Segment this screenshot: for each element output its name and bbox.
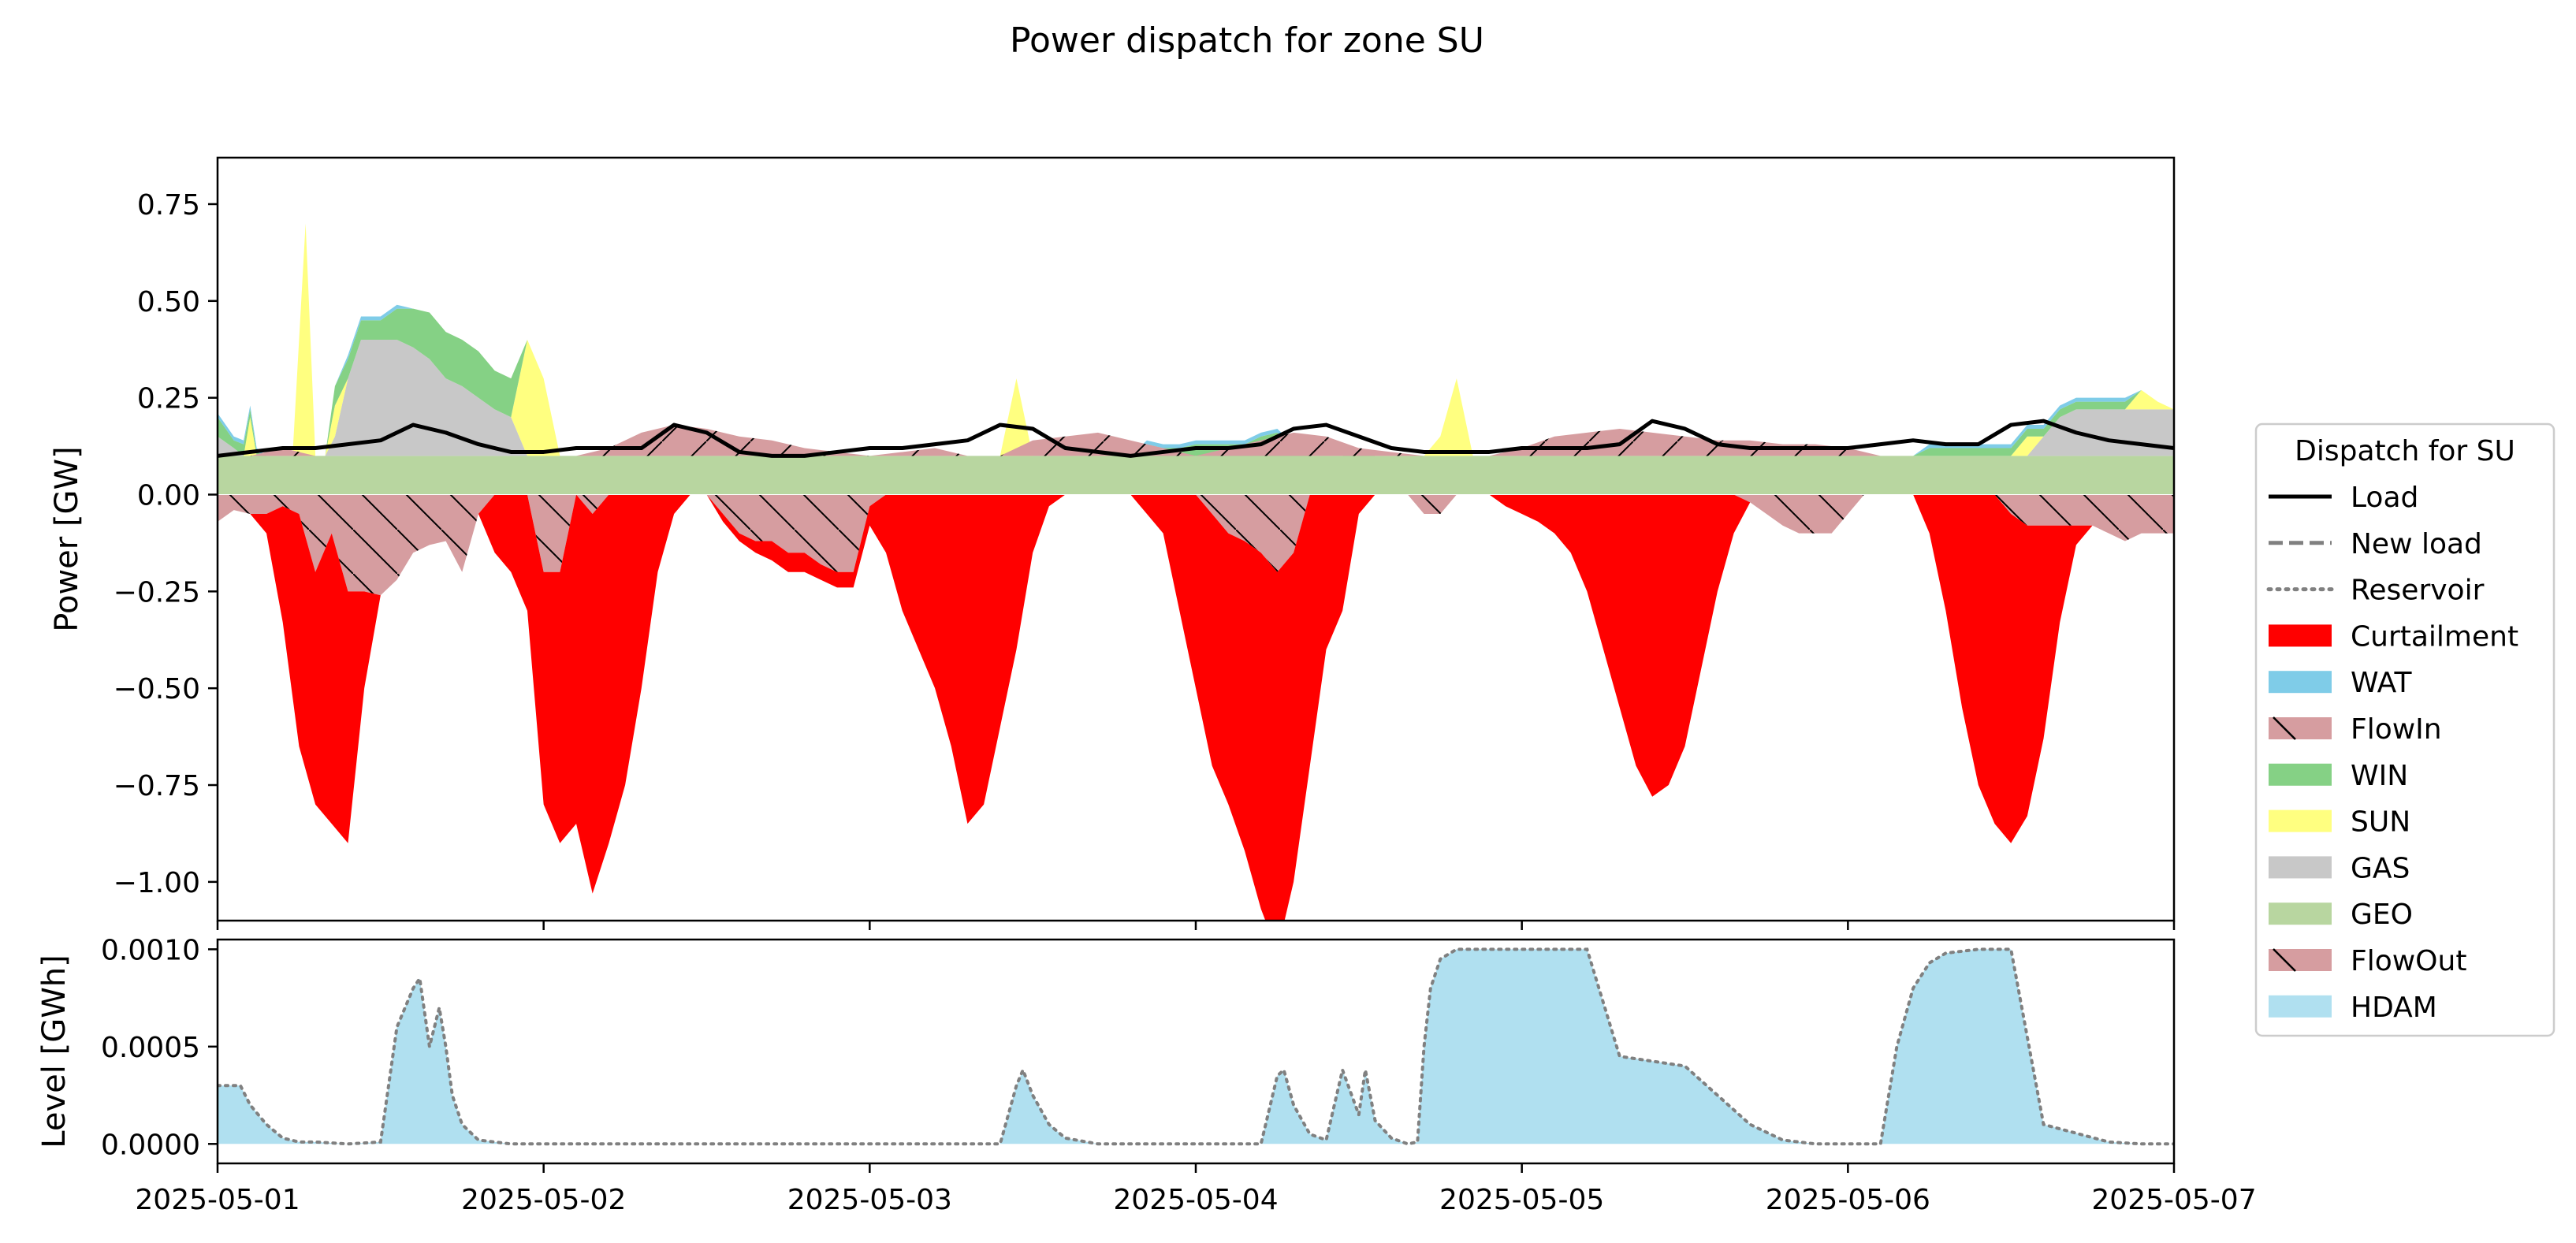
xtick-label: 2025-05-04	[1113, 1184, 1278, 1216]
legend-label: Curtailment	[2351, 620, 2518, 653]
level-panel: 0.0010 0.0005 0.0000 Level [GWh]	[36, 934, 2176, 1165]
power-ylabel: Power [GW]	[49, 446, 85, 631]
legend-title: Dispatch for SU	[2295, 435, 2515, 467]
line-load	[218, 419, 2174, 458]
area-gas	[218, 339, 2174, 456]
hatch-flowout	[218, 494, 2174, 596]
legend-label: New load	[2351, 528, 2482, 560]
legend-item-flowout: FlowOut	[2269, 945, 2466, 977]
legend-item-curtailment: Curtailment	[2269, 620, 2518, 653]
legend-label: HDAM	[2351, 992, 2437, 1024]
legend-swatch	[2269, 717, 2332, 739]
level-ytick-label: 0.0010	[101, 934, 200, 966]
legend-item-new-load: New load	[2269, 528, 2482, 560]
level-ytick-label: 0.0000	[101, 1129, 200, 1161]
legend-swatch	[2269, 809, 2332, 832]
legend-label: FlowIn	[2351, 713, 2442, 746]
legend-label: GEO	[2351, 899, 2413, 931]
xtick-label: 2025-05-07	[2091, 1184, 2256, 1216]
legend-item-gas: GAS	[2269, 852, 2410, 884]
area-hdam	[218, 949, 2174, 1144]
power-ytick-label: −0.50	[114, 673, 200, 705]
legend-item-reservoir: Reservoir	[2266, 575, 2485, 607]
legend-swatch	[2269, 902, 2332, 925]
power-ytick-label: 0.50	[137, 286, 200, 318]
legend-item-hdam: HDAM	[2269, 992, 2437, 1024]
legend-item-load: Load	[2269, 482, 2418, 514]
xtick-label: 2025-05-02	[461, 1184, 626, 1216]
legend-item-win: WIN	[2269, 760, 2408, 792]
level-ylabel: Level [GWh]	[36, 955, 73, 1148]
line-reservoir	[218, 947, 2174, 1146]
legend-swatch	[2269, 856, 2332, 879]
xtick-label: 2025-05-05	[1439, 1184, 1604, 1216]
legend-label: WIN	[2351, 760, 2408, 792]
legend-label: Load	[2351, 482, 2418, 514]
legend-hatch	[2273, 948, 2296, 972]
legend-item-wat: WAT	[2269, 667, 2412, 699]
legend-swatch	[2269, 624, 2332, 647]
legend: Dispatch for SU Load New load Reservoir Cur…	[2254, 422, 2556, 1037]
legend-swatch	[2269, 671, 2332, 694]
legend-label: FlowOut	[2351, 945, 2466, 977]
chart-title: Power dispatch for zone SU	[1010, 20, 1484, 61]
legend-item-flowin: FlowIn	[2269, 713, 2442, 746]
legend-item-geo: GEO	[2269, 899, 2413, 931]
legend-label: Reservoir	[2351, 575, 2485, 607]
power-ytick-label: −1.00	[114, 867, 200, 899]
area-curtailment	[218, 494, 2174, 921]
legend-label: GAS	[2351, 852, 2410, 884]
level-ytick-label: 0.0005	[101, 1032, 200, 1064]
level-plot-area	[218, 940, 2174, 1163]
xtick-label: 2025-05-01	[135, 1184, 300, 1216]
power-ytick-label: −0.25	[114, 576, 200, 608]
power-ytick-label: 0.25	[137, 383, 200, 415]
area-geo	[218, 456, 2174, 495]
legend-hatch	[2273, 716, 2296, 740]
power-panel: 0.75 0.50 0.25 0.00 −0.25 −0.50 −0.75 −1.00 Pow…	[49, 156, 2176, 922]
power-ytick-label: −0.75	[114, 770, 200, 802]
power-ytick-label: 0.75	[137, 189, 200, 221]
xtick-label: 2025-05-06	[1766, 1184, 1930, 1216]
legend-swatch	[2269, 949, 2332, 971]
legend-label: WAT	[2351, 667, 2412, 699]
legend-swatch	[2269, 763, 2332, 786]
legend-box	[2254, 422, 2556, 1037]
power-ytick-label: 0.00	[137, 479, 200, 512]
legend-label: SUN	[2351, 806, 2410, 839]
xtick-label: 2025-05-03	[787, 1184, 952, 1216]
legend-swatch	[2269, 995, 2332, 1018]
legend-item-sun: SUN	[2269, 806, 2410, 839]
